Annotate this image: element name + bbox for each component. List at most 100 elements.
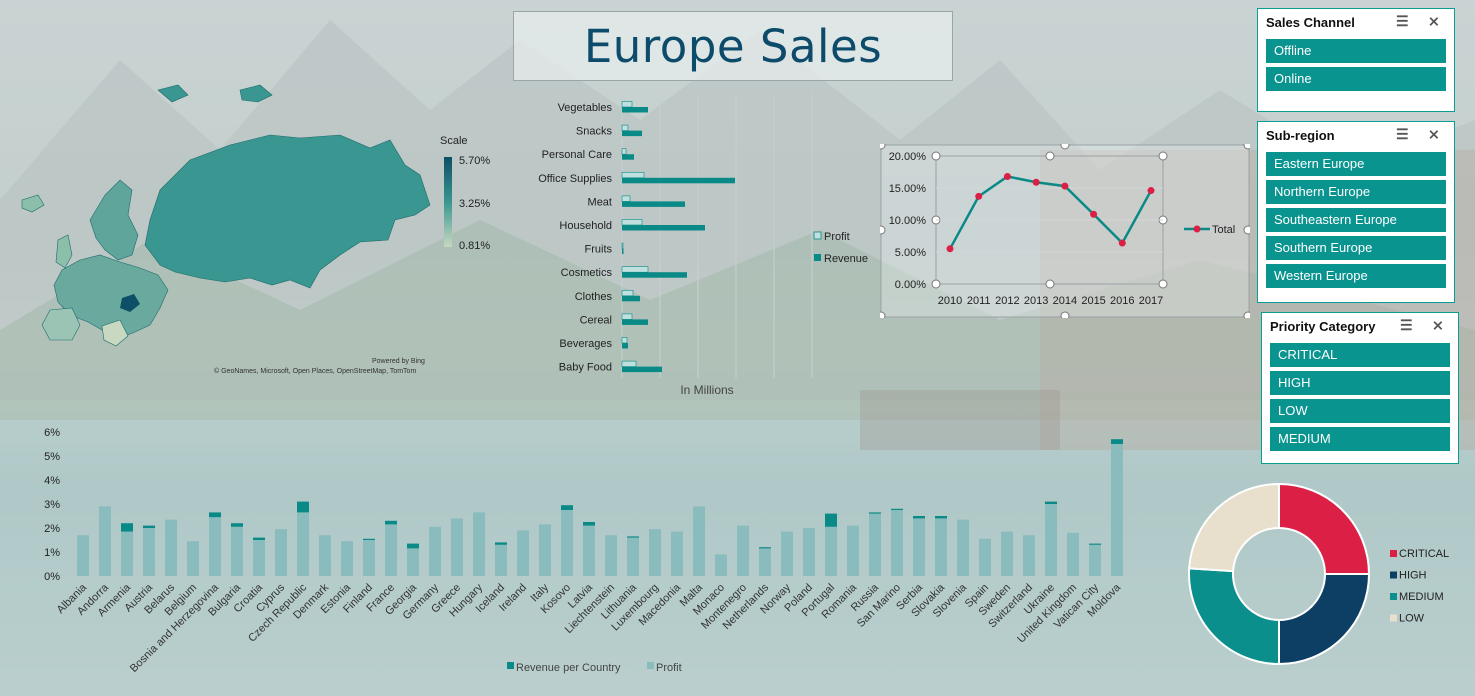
map-scale-gradient bbox=[444, 157, 452, 247]
legend-swatch-critical bbox=[1390, 550, 1397, 557]
profit-bar bbox=[621, 290, 634, 297]
slicer-item-critical[interactable]: CRITICAL bbox=[1270, 343, 1450, 367]
category-label: Snacks bbox=[576, 126, 613, 138]
profit-bar bbox=[621, 266, 649, 273]
profit-bar bbox=[913, 518, 925, 576]
category-label: Baby Food bbox=[559, 362, 612, 374]
profit-bar bbox=[99, 506, 111, 576]
map-region-iceland bbox=[21, 194, 45, 213]
donut-slice-critical bbox=[1278, 482, 1371, 575]
revenue-bar bbox=[495, 542, 507, 545]
multi-select-icon[interactable]: ☰ bbox=[1400, 317, 1413, 333]
legend-marker bbox=[1193, 225, 1201, 233]
profit-bar bbox=[781, 531, 793, 576]
y-tick-label: 5% bbox=[44, 451, 60, 463]
revenue-bar bbox=[297, 501, 309, 513]
title-box: Europe Sales bbox=[513, 11, 953, 81]
slicer-item-western-europe[interactable]: Western Europe bbox=[1266, 264, 1446, 288]
slicer-item-northern-europe[interactable]: Northern Europe bbox=[1266, 180, 1446, 204]
profit-bar bbox=[1023, 535, 1035, 576]
resize-handle bbox=[876, 225, 886, 235]
revenue-bar bbox=[622, 225, 705, 231]
profit-bar bbox=[979, 538, 991, 576]
legend-label-total: Total bbox=[1212, 224, 1235, 236]
revenue-bar bbox=[622, 248, 624, 255]
profit-bar bbox=[869, 513, 881, 576]
profit-bar bbox=[621, 124, 629, 131]
slicer-sales-channel: Sales Channel ☰ ⨯ Offline Online bbox=[1257, 8, 1455, 112]
profit-bar bbox=[231, 526, 243, 576]
category-label: Beverages bbox=[559, 338, 612, 350]
resize-handle bbox=[876, 311, 886, 321]
clear-filter-icon[interactable]: ⨯ bbox=[1428, 13, 1440, 29]
profit-bar bbox=[621, 242, 624, 249]
map-region-russia bbox=[144, 134, 431, 289]
category-label: Office Supplies bbox=[538, 173, 612, 185]
profit-bar bbox=[759, 548, 771, 576]
slicer-title-sub-region: Sub-region bbox=[1266, 127, 1335, 143]
slicer-item-low[interactable]: LOW bbox=[1270, 399, 1450, 423]
donut-slice-medium bbox=[1188, 567, 1280, 666]
profit-bar bbox=[451, 518, 463, 576]
map-chart bbox=[10, 40, 505, 380]
profit-bar bbox=[209, 517, 221, 576]
revenue-bar bbox=[622, 201, 685, 207]
revenue-bar bbox=[627, 536, 639, 538]
map-region-balkans bbox=[101, 319, 129, 347]
profit-bar bbox=[1001, 531, 1013, 576]
slicer-item-medium[interactable]: MEDIUM bbox=[1270, 427, 1450, 451]
resize-handle bbox=[1060, 140, 1070, 150]
map-credit-bing: Powered by Bing bbox=[372, 358, 425, 365]
x-tick-label: 2015 bbox=[1081, 295, 1105, 307]
slicer-item-eastern-europe[interactable]: Eastern Europe bbox=[1266, 152, 1446, 176]
multi-select-icon[interactable]: ☰ bbox=[1396, 126, 1409, 142]
slicer-item-offline[interactable]: Offline bbox=[1266, 39, 1446, 63]
revenue-bar bbox=[583, 522, 595, 526]
revenue-bar bbox=[825, 513, 837, 527]
y-tick-label: 5.00% bbox=[895, 247, 926, 259]
slicer-item-southeastern-europe[interactable]: Southeastern Europe bbox=[1266, 208, 1446, 232]
category-bar-chart: Vegetables Snacks Personal Care Office Supp… bbox=[520, 88, 880, 400]
y-tick-label: 20.00% bbox=[889, 151, 927, 163]
clear-filter-icon[interactable]: ⨯ bbox=[1432, 317, 1444, 333]
revenue-bar bbox=[622, 154, 634, 160]
category-label: Household bbox=[559, 220, 612, 232]
profit-bar bbox=[275, 529, 287, 576]
profit-bar bbox=[621, 195, 631, 202]
profit-bar bbox=[621, 360, 637, 367]
revenue-bar bbox=[759, 547, 771, 549]
multi-select-icon[interactable]: ☰ bbox=[1396, 13, 1409, 29]
resize-handle bbox=[1243, 140, 1253, 150]
revenue-bar bbox=[1089, 543, 1101, 545]
profit-bar bbox=[583, 525, 595, 576]
x-tick-label: 2014 bbox=[1053, 295, 1077, 307]
profit-bar bbox=[803, 528, 815, 576]
map-region-uk bbox=[55, 234, 73, 269]
profit-bar bbox=[253, 540, 265, 576]
clear-filter-icon[interactable]: ⨯ bbox=[1428, 126, 1440, 142]
profit-bar bbox=[627, 537, 639, 576]
revenue-bar bbox=[935, 516, 947, 519]
profit-bar bbox=[77, 535, 89, 576]
revenue-bar bbox=[622, 177, 735, 184]
data-point bbox=[1003, 172, 1011, 180]
profit-bar bbox=[621, 172, 645, 179]
plot-resize-handle bbox=[1045, 151, 1055, 161]
yearly-line-chart[interactable]: 0.00% 5.00% 10.00% 15.00% 20.00% 2010 2011 2012… bbox=[876, 140, 1253, 321]
profit-bar bbox=[715, 554, 727, 576]
revenue-bar bbox=[121, 523, 133, 532]
legend-label-profit: Profit bbox=[656, 662, 682, 674]
revenue-bar bbox=[407, 543, 419, 549]
slicer-item-high[interactable]: HIGH bbox=[1270, 371, 1450, 395]
legend-swatch-high bbox=[1390, 571, 1397, 579]
y-tick-label: 2% bbox=[44, 523, 60, 535]
profit-bar bbox=[1111, 444, 1123, 576]
slicer-item-online[interactable]: Online bbox=[1266, 67, 1446, 91]
y-tick-label: 1% bbox=[44, 547, 60, 559]
legend-swatch-revenue bbox=[507, 662, 514, 669]
profit-bar bbox=[621, 101, 633, 108]
slicer-item-southern-europe[interactable]: Southern Europe bbox=[1266, 236, 1446, 260]
map-scale-mid: 3.25% bbox=[459, 198, 491, 210]
legend-label-revenue: Revenue bbox=[824, 253, 868, 265]
x-tick-label: 2012 bbox=[995, 295, 1019, 307]
